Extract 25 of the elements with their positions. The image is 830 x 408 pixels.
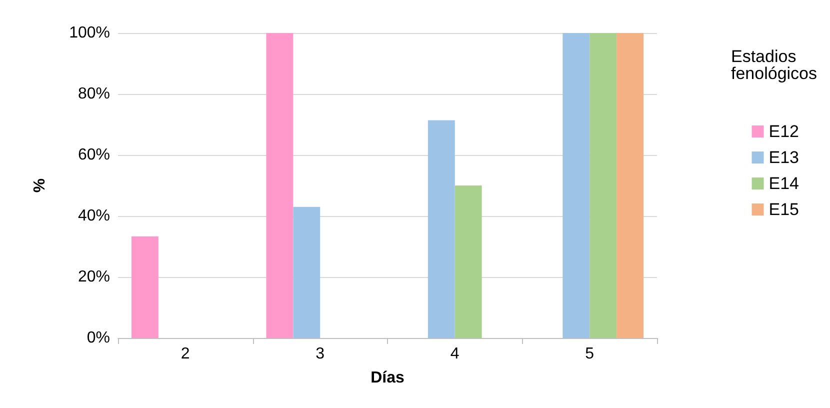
y-axis-title: % [32,178,48,193]
bar [266,33,294,338]
x-tick-label: 5 [585,346,594,362]
legend-label: E13 [768,148,799,167]
bar [454,186,482,338]
x-tick-label: 2 [180,346,190,362]
bar [293,206,320,338]
bar [562,33,590,338]
legend-title: Estadios fenológicos [730,47,818,83]
y-tick-label: 0% [86,330,110,346]
bar [590,33,617,338]
legend-label: E15 [768,200,799,219]
y-tick-label: 80% [78,86,110,102]
y-tick-label: 100% [69,24,110,42]
y-tick-label: 60% [78,146,110,164]
y-tick-label: 20% [78,268,110,286]
x-tick-label: 4 [450,346,460,362]
legend-label: E14 [768,174,799,193]
bar [428,120,455,338]
bar [131,236,158,338]
x-tick-label: 3 [316,346,325,362]
legend-label: E12 [768,122,799,141]
bar [616,33,644,338]
x-axis-title: Días [370,370,404,386]
y-tick-label: 40% [78,208,110,224]
